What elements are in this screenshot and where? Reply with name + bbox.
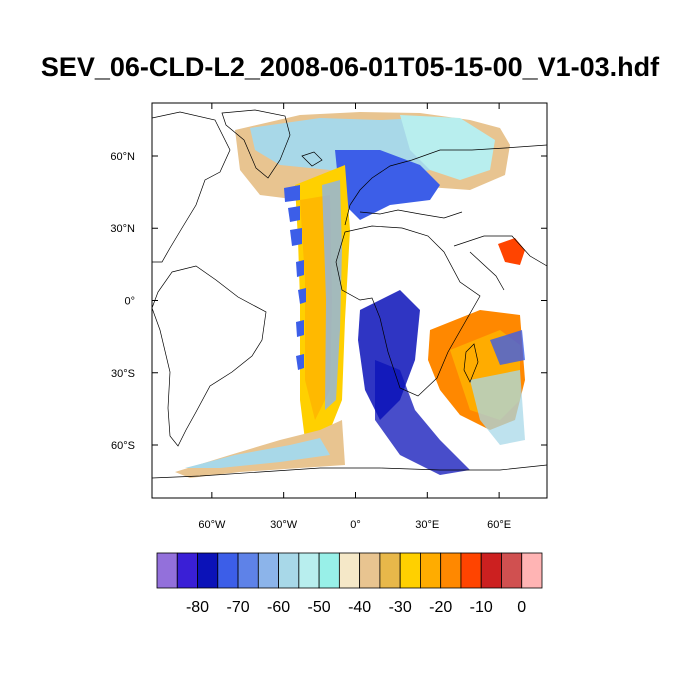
colorbar-box [298, 552, 320, 589]
colorbar: -80 -70 -60 -50 -40 -30 -20 -10 0 [156, 552, 543, 616]
lat-tick-label: 30°S [111, 368, 135, 380]
colorbar-label: -30 [389, 599, 412, 616]
colorbar-box [501, 552, 523, 589]
colorbar-box [197, 552, 219, 589]
latitude-axis: 60°N 30°N 0° 30°S 60°S [110, 151, 547, 452]
longitude-axis: 60°W 30°W 0° 30°E 60°E [198, 103, 511, 531]
colorbar-box [318, 552, 340, 589]
colorbar-label: -20 [429, 599, 452, 616]
colorbar-label: -80 [186, 599, 209, 616]
colorbar-box [237, 552, 259, 589]
lat-tick-label: 60°N [110, 151, 135, 163]
colorbar-box [379, 552, 401, 589]
lat-tick-label: 30°N [110, 223, 135, 235]
lon-tick-label: 60°E [487, 519, 511, 531]
lat-tick-label: 0° [124, 296, 135, 308]
colorbar-box [176, 552, 198, 589]
colorbar-box [257, 552, 279, 589]
colorbar-label: -60 [267, 599, 290, 616]
colorbar-box [440, 552, 462, 589]
colorbar-box [217, 552, 239, 589]
colorbar-label: -50 [308, 599, 331, 616]
colorbar-label: 0 [517, 599, 526, 616]
colorbar-box [156, 552, 178, 589]
map-area [152, 109, 547, 479]
colorbar-box [521, 552, 543, 589]
lat-tick-label: 60°S [111, 440, 135, 452]
colorbar-box [480, 552, 502, 589]
lon-tick-label: 30°E [415, 519, 439, 531]
lon-tick-label: 0° [350, 519, 361, 531]
data-swath [175, 112, 525, 478]
colorbar-box [460, 552, 482, 589]
colorbar-box [399, 552, 421, 589]
colorbar-label: -10 [470, 599, 493, 616]
lon-tick-label: 30°W [270, 519, 298, 531]
colorbar-box [278, 552, 300, 589]
colorbar-box [359, 552, 381, 589]
colorbar-label: -70 [226, 599, 249, 616]
coastlines [152, 109, 547, 479]
lon-tick-label: 60°W [198, 519, 226, 531]
colorbar-box [338, 552, 361, 589]
colorbar-label: -40 [348, 599, 371, 616]
colorbar-box [420, 552, 442, 589]
plot-title: SEV_06-CLD-L2_2008-06-01T05-15-00_V1-03.… [40, 52, 660, 82]
